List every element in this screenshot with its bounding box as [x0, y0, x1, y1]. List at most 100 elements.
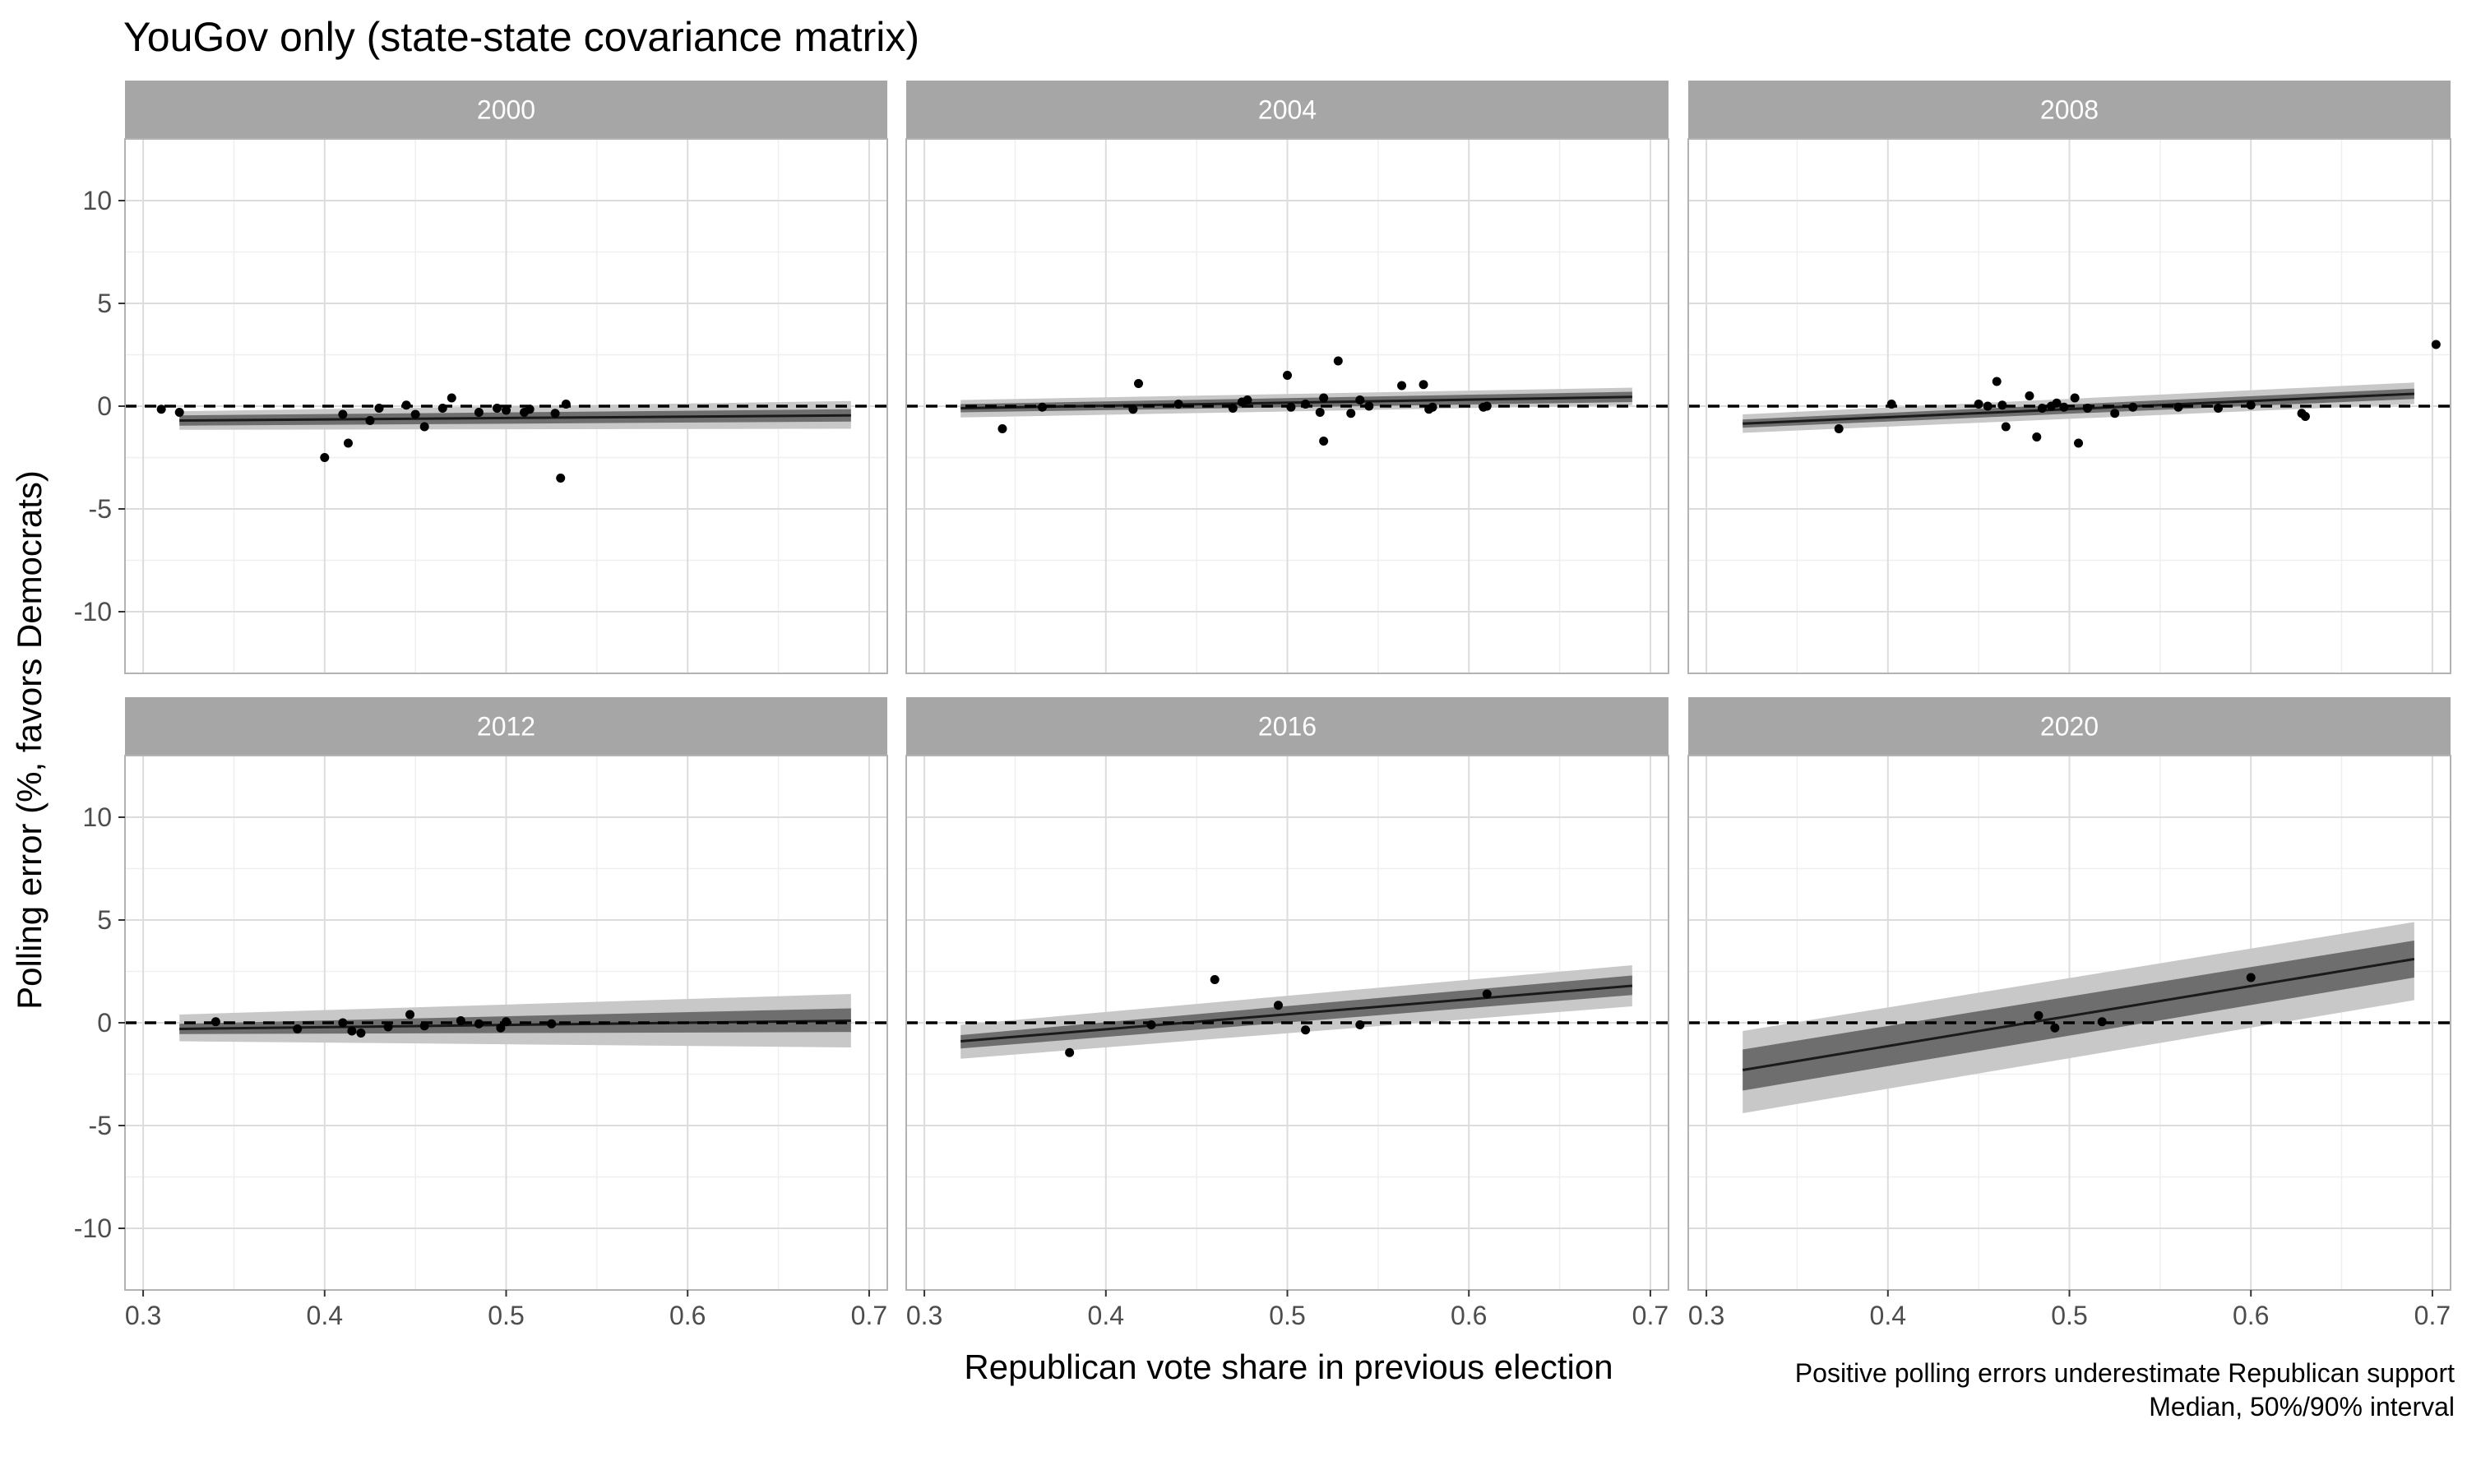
data-point — [211, 1017, 220, 1027]
data-point — [997, 424, 1007, 433]
data-point — [338, 409, 348, 419]
data-point — [419, 1021, 429, 1031]
x-tick-label: 0.6 — [669, 1301, 706, 1330]
x-tick-label: 0.4 — [1088, 1301, 1124, 1330]
caption-line-2: Median, 50%/90% interval — [2149, 1392, 2455, 1422]
data-point — [1974, 400, 1983, 409]
y-tick-label: -5 — [89, 1111, 112, 1140]
data-point — [2059, 402, 2069, 412]
data-point — [1243, 395, 1252, 405]
data-point — [1355, 1020, 1365, 1029]
median-line-2016 — [960, 984, 1632, 1042]
data-point — [343, 438, 353, 448]
median-line-2000 — [179, 414, 851, 422]
strip-label-2012: 2012 — [477, 712, 535, 742]
x-tick-label: 0.6 — [2233, 1301, 2269, 1330]
y-tick-label: 10 — [82, 186, 112, 215]
y-tick-label: -5 — [89, 494, 112, 524]
data-point — [2025, 391, 2034, 400]
data-point — [1301, 1025, 1311, 1035]
data-point — [2300, 412, 2310, 421]
x-tick-label: 0.3 — [125, 1301, 161, 1330]
strip-2016 — [906, 697, 1669, 756]
x-tick-label: 0.3 — [906, 1301, 942, 1330]
data-point — [1355, 395, 1365, 405]
data-point — [556, 474, 566, 483]
panel-border-2008 — [1687, 138, 2451, 674]
data-point — [502, 405, 511, 415]
data-point — [474, 408, 484, 417]
strip-label-2004: 2004 — [1258, 95, 1317, 125]
y-axis-title: Polling error (%, favors Democrats) — [10, 470, 49, 1010]
data-point — [1038, 402, 1048, 412]
strip-2012 — [125, 697, 887, 756]
data-point — [474, 1019, 484, 1029]
data-point — [561, 400, 571, 409]
data-point — [320, 453, 330, 462]
strip-2000 — [125, 81, 887, 139]
data-point — [2246, 973, 2256, 982]
panel-2020: 2020 0.3 0.4 0.5 0.6 0.7 — [1687, 697, 2451, 1330]
data-point — [1992, 377, 2002, 386]
data-point — [550, 409, 560, 418]
data-point — [496, 1023, 506, 1033]
data-point — [156, 405, 166, 414]
data-point — [410, 409, 420, 419]
y-tick-label: 10 — [82, 802, 112, 832]
data-point — [401, 400, 411, 410]
data-point — [2034, 1010, 2043, 1020]
data-point — [2070, 393, 2080, 403]
data-point — [356, 1029, 366, 1038]
data-point — [293, 1024, 303, 1033]
data-point — [2213, 404, 2223, 413]
band-50-2016 — [960, 975, 1632, 1049]
data-point — [1134, 379, 1144, 388]
strip-2020 — [1688, 697, 2451, 756]
data-point — [1319, 393, 1329, 403]
data-point — [1319, 437, 1329, 446]
data-point — [405, 1010, 415, 1019]
y-tick-label: 5 — [97, 289, 112, 318]
data-point — [2032, 432, 2042, 442]
data-point — [1397, 381, 1407, 391]
data-point — [2001, 422, 2011, 432]
x-tick-label: 0.3 — [1688, 1301, 1724, 1330]
data-point — [1273, 1001, 1283, 1010]
data-point — [419, 422, 429, 432]
strip-label-2008: 2008 — [2040, 95, 2099, 125]
x-tick-label: 0.5 — [1269, 1301, 1305, 1330]
data-point — [1419, 380, 1428, 390]
data-point — [1834, 424, 1844, 433]
x-tick-label: 0.7 — [851, 1301, 887, 1330]
data-point — [1065, 1047, 1075, 1057]
data-point — [2037, 404, 2047, 413]
y-tick-label: 5 — [97, 905, 112, 935]
data-point — [1210, 975, 1220, 984]
chart-title: YouGov only (state-state covariance matr… — [123, 14, 919, 60]
panel-2000: 2000 -10 -5 0 5 10 — [74, 81, 888, 674]
data-point — [2173, 402, 2183, 412]
data-point — [1333, 356, 1343, 366]
data-point — [1286, 402, 1296, 412]
panel-border-2004 — [905, 138, 1669, 674]
data-point — [1428, 402, 1437, 412]
data-point — [338, 1018, 348, 1028]
x-axis-title: Republican vote share in previous electi… — [964, 1348, 1613, 1386]
data-point — [1364, 401, 1374, 411]
data-point — [1482, 989, 1492, 999]
y-tick-label: -10 — [74, 597, 112, 626]
data-point — [2052, 398, 2062, 408]
data-point — [347, 1026, 357, 1036]
data-point — [383, 1022, 393, 1032]
median-line-2008 — [1743, 392, 2414, 425]
median-line-2020 — [1742, 958, 2415, 1071]
data-point — [1983, 401, 1993, 411]
panel-2008: 2008 — [1687, 81, 2451, 674]
data-point — [1315, 408, 1325, 417]
data-point — [1997, 400, 2007, 410]
strip-label-2020: 2020 — [2040, 712, 2099, 742]
data-point — [1301, 400, 1311, 409]
x-tick-label: 0.7 — [1632, 1301, 1669, 1330]
x-tick-label: 0.4 — [1870, 1301, 1906, 1330]
